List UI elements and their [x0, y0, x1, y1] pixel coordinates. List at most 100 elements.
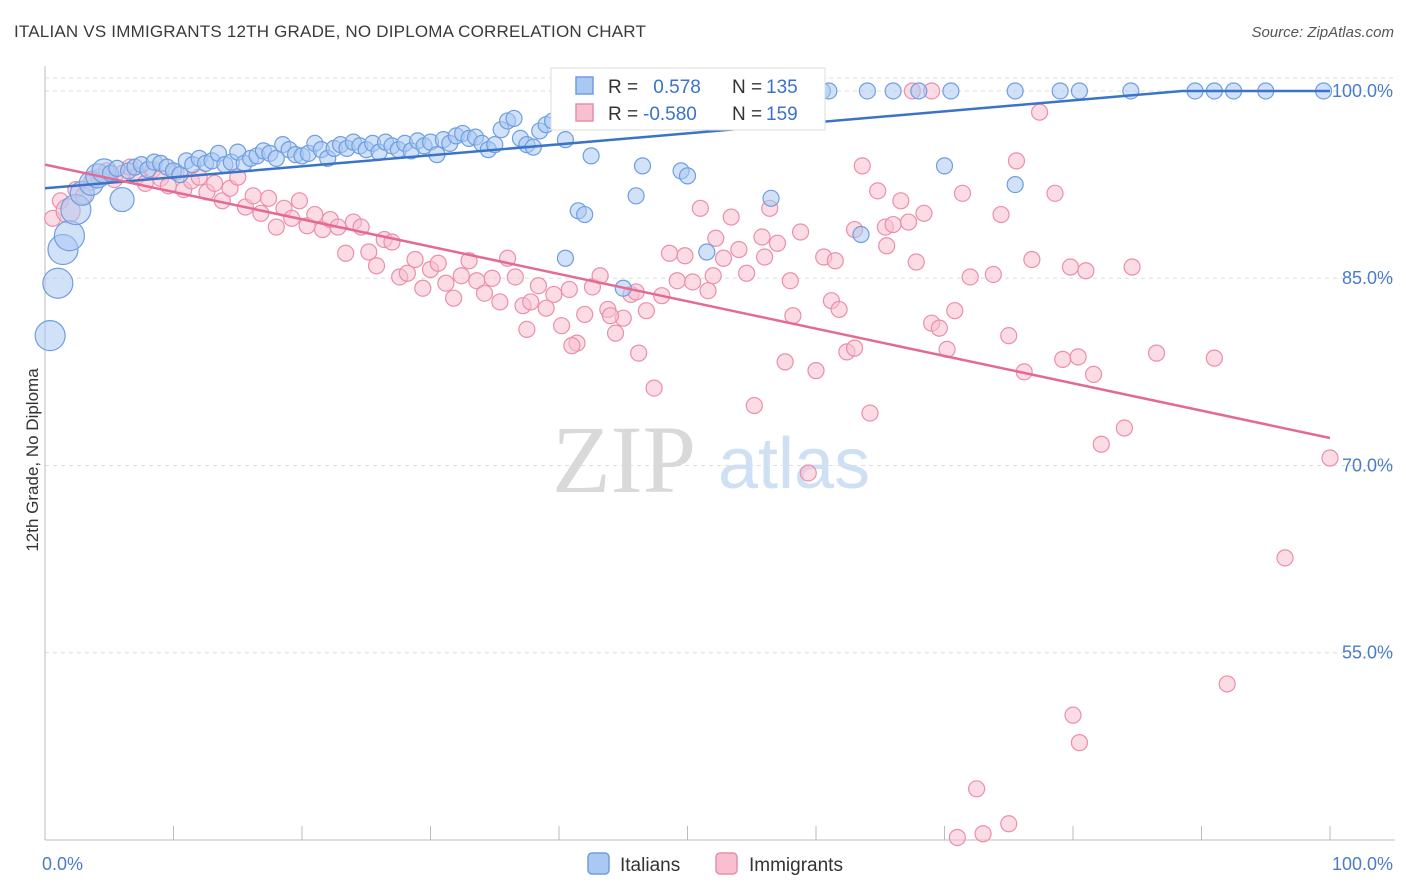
- immigrants-point-81: [668, 272, 686, 290]
- immigrants-point-152: [704, 267, 722, 285]
- immigrants-point-82: [676, 247, 694, 265]
- immigrants-point-26: [244, 187, 262, 205]
- immigrants-point-134: [1115, 419, 1134, 437]
- y-tick-label-0: 55.0%: [1342, 643, 1393, 663]
- immigrants-trend-line: [44, 163, 1331, 440]
- immigrants-point-88: [722, 208, 740, 226]
- italians-point-136: [556, 249, 575, 267]
- immigrants-point-146: [974, 825, 992, 843]
- immigrants-point-125: [1023, 250, 1041, 269]
- stats-legend: R = 0.578 N = 135 R = -0.580 N = 159: [550, 67, 826, 131]
- x-tick-label-0: 0.0%: [42, 854, 83, 874]
- immigrants-point-130: [1069, 348, 1087, 366]
- italians-point-129: [678, 167, 697, 185]
- immigrants-point-50: [429, 254, 447, 272]
- immigrants-point-139: [1276, 549, 1294, 567]
- immigrants-point-27: [252, 204, 270, 222]
- immigrants-point-91: [745, 396, 763, 415]
- immigrants-point-107: [869, 182, 887, 200]
- immigrants-point-80: [660, 244, 679, 262]
- n-label-italians: N =: [732, 77, 762, 98]
- immigrants-point-147: [1000, 815, 1018, 833]
- immigrants-swatch: [575, 103, 594, 122]
- trend-lines: [44, 89, 1331, 440]
- immigrants-point-143: [1064, 706, 1082, 724]
- r-label-immigrants: R =: [608, 104, 638, 125]
- immigrants-point-64: [537, 299, 555, 317]
- immigrants-point-47: [406, 250, 424, 269]
- y-tick-labels: 55.0% 70.0% 85.0% 100.0%: [1332, 81, 1393, 663]
- immigrants-point-156: [826, 252, 844, 270]
- italians-point-139: [1006, 175, 1024, 194]
- immigrants-point-115: [930, 319, 948, 337]
- watermark: ZIP atlas: [552, 406, 870, 513]
- immigrants-point-158: [878, 237, 896, 255]
- legend-italians-label: Italians: [620, 855, 680, 876]
- immigrants-point-53: [452, 267, 470, 285]
- n-value-italians: 135: [766, 77, 798, 98]
- x-tick-labels: 0.0% 100.0%: [42, 854, 1393, 874]
- italians-point-35: [267, 149, 285, 167]
- immigrants-point-137: [1205, 349, 1223, 367]
- y-axis-title: 12th Grade, No Diploma: [23, 368, 42, 552]
- italians-point-134: [852, 225, 870, 244]
- immigrants-point-62: [522, 293, 540, 311]
- immigrants-point-136: [1147, 344, 1166, 362]
- italians-point-116: [942, 82, 960, 100]
- immigrants-point-151: [601, 307, 620, 325]
- immigrants-point-120: [984, 265, 1002, 284]
- immigrants-point-133: [1092, 435, 1110, 453]
- italians-trend-line: [44, 89, 1330, 190]
- immigrants-point-52: [445, 289, 463, 307]
- immigrants-point-113: [915, 204, 933, 222]
- immigrants-point-28: [259, 189, 278, 207]
- immigrants-point-41: [360, 243, 378, 261]
- immigrants-point-110: [892, 192, 910, 210]
- legend-italians-swatch: [587, 852, 610, 875]
- immigrants-point-126: [1030, 103, 1049, 121]
- immigrants-points: [44, 82, 1339, 847]
- italians-point-117: [1006, 82, 1024, 100]
- immigrants-point-84: [691, 199, 709, 217]
- immigrants-point-123: [1007, 152, 1026, 170]
- italians-point-119: [1070, 82, 1089, 100]
- immigrants-point-58: [491, 293, 509, 311]
- immigrants-point-155: [781, 272, 799, 290]
- immigrants-point-32: [290, 192, 309, 210]
- immigrants-point-102: [830, 300, 848, 319]
- source-label: Source: ZipAtlas.com: [1251, 24, 1394, 41]
- immigrants-point-85: [699, 282, 717, 300]
- immigrants-point-98: [799, 464, 817, 482]
- italians-point-127: [633, 157, 652, 175]
- r-value-italians: 0.578: [648, 77, 701, 98]
- legend-immigrants-label: Immigrants: [749, 855, 843, 876]
- n-label-immigrants: N =: [732, 104, 762, 125]
- y-tick-label-2: 85.0%: [1342, 268, 1393, 288]
- immigrants-point-109: [884, 215, 902, 234]
- italians-point-72: [505, 109, 523, 128]
- immigrants-point-21: [206, 174, 224, 192]
- italians-point-130: [627, 187, 645, 205]
- immigrants-point-128: [1054, 350, 1072, 368]
- italians-point-133: [762, 189, 780, 207]
- immigrants-point-127: [1046, 184, 1064, 202]
- italians-point-11: [109, 186, 135, 213]
- immigrants-point-77: [637, 302, 655, 320]
- immigrants-point-90: [738, 264, 756, 282]
- immigrants-point-122: [1000, 327, 1018, 345]
- immigrants-point-145: [968, 780, 986, 798]
- italians-point-114: [884, 82, 902, 100]
- italians-point-138: [935, 157, 954, 175]
- r-value-immigrants: -0.580: [643, 104, 697, 125]
- immigrants-point-56: [475, 284, 494, 302]
- immigrants-point-73: [606, 324, 625, 342]
- watermark-atlas: atlas: [718, 424, 870, 504]
- immigrants-point-129: [1061, 258, 1080, 276]
- immigrants-point-89: [730, 240, 748, 259]
- immigrants-point-112: [907, 253, 925, 271]
- immigrants-point-149: [563, 337, 581, 355]
- immigrants-point-94: [768, 234, 787, 252]
- italians-point-115: [910, 82, 928, 100]
- immigrants-point-132: [1084, 365, 1103, 383]
